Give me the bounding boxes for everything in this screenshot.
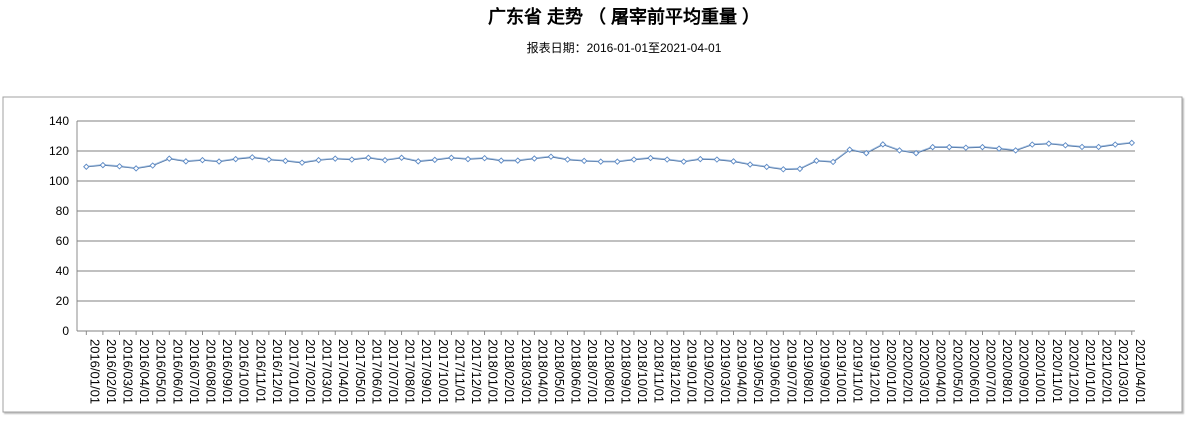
svg-text:2017/03/01: 2017/03/01 (320, 339, 335, 404)
svg-text:2017/08/01: 2017/08/01 (403, 339, 418, 404)
svg-text:2018/05/01: 2018/05/01 (552, 339, 567, 404)
svg-text:2017/09/01: 2017/09/01 (419, 339, 434, 404)
svg-text:2019/10/01: 2019/10/01 (834, 339, 849, 404)
svg-text:2019/11/01: 2019/11/01 (851, 339, 866, 403)
svg-text:2018/09/01: 2018/09/01 (618, 339, 633, 404)
svg-text:2016/05/01: 2016/05/01 (154, 339, 169, 404)
svg-text:2017/12/01: 2017/12/01 (469, 339, 484, 404)
svg-text:2016/03/01: 2016/03/01 (120, 339, 135, 404)
svg-text:2018/01/01: 2018/01/01 (486, 339, 501, 404)
svg-text:2017/02/01: 2017/02/01 (303, 339, 318, 404)
svg-text:2020/05/01: 2020/05/01 (950, 339, 965, 404)
svg-text:2020/12/01: 2020/12/01 (1066, 339, 1081, 404)
svg-text:80: 80 (56, 204, 70, 218)
svg-text:60: 60 (56, 234, 70, 248)
svg-text:2017/07/01: 2017/07/01 (386, 339, 401, 404)
svg-text:2021/02/01: 2021/02/01 (1100, 339, 1115, 404)
svg-text:2016/01/01: 2016/01/01 (87, 339, 102, 404)
svg-text:2016/12/01: 2016/12/01 (270, 339, 285, 404)
svg-text:2017/05/01: 2017/05/01 (353, 339, 368, 404)
svg-text:2021/03/01: 2021/03/01 (1116, 339, 1131, 404)
svg-text:2016/08/01: 2016/08/01 (203, 339, 218, 404)
svg-text:2020/02/01: 2020/02/01 (900, 339, 915, 404)
svg-text:2019/08/01: 2019/08/01 (801, 339, 816, 404)
svg-text:2016/10/01: 2016/10/01 (237, 339, 252, 404)
svg-text:2018/07/01: 2018/07/01 (585, 339, 600, 404)
svg-text:2019/01/01: 2019/01/01 (685, 339, 700, 404)
svg-text:2016/11/01: 2016/11/01 (253, 339, 268, 403)
svg-text:2020/04/01: 2020/04/01 (934, 339, 949, 404)
svg-text:2020/01/01: 2020/01/01 (884, 339, 899, 404)
svg-text:2019/12/01: 2019/12/01 (867, 339, 882, 404)
svg-text:20: 20 (56, 294, 70, 308)
svg-text:2018/02/01: 2018/02/01 (502, 339, 517, 404)
svg-text:2016/07/01: 2016/07/01 (187, 339, 202, 404)
svg-text:2019/05/01: 2019/05/01 (751, 339, 766, 404)
svg-text:2020/07/01: 2020/07/01 (983, 339, 998, 404)
svg-text:2020/06/01: 2020/06/01 (967, 339, 982, 404)
svg-text:2019/04/01: 2019/04/01 (735, 339, 750, 404)
svg-text:2021/04/01: 2021/04/01 (1133, 339, 1148, 404)
svg-text:2017/10/01: 2017/10/01 (436, 339, 451, 404)
svg-text:2019/09/01: 2019/09/01 (817, 339, 832, 404)
svg-text:2019/02/01: 2019/02/01 (701, 339, 716, 404)
svg-text:2021/01/01: 2021/01/01 (1083, 339, 1098, 404)
svg-text:2016/02/01: 2016/02/01 (104, 339, 119, 404)
svg-text:120: 120 (49, 144, 69, 158)
svg-text:2016/09/01: 2016/09/01 (220, 339, 235, 404)
svg-text:2017/01/01: 2017/01/01 (286, 339, 301, 404)
svg-text:2016/06/01: 2016/06/01 (170, 339, 185, 404)
svg-text:0: 0 (62, 324, 69, 338)
svg-text:40: 40 (56, 264, 70, 278)
svg-text:2020/10/01: 2020/10/01 (1033, 339, 1048, 404)
svg-text:2020/03/01: 2020/03/01 (917, 339, 932, 404)
svg-text:2020/08/01: 2020/08/01 (1000, 339, 1015, 404)
svg-text:100: 100 (49, 174, 69, 188)
svg-text:2019/06/01: 2019/06/01 (768, 339, 783, 404)
svg-text:2017/04/01: 2017/04/01 (336, 339, 351, 404)
svg-text:2018/03/01: 2018/03/01 (519, 339, 534, 404)
svg-text:2020/09/01: 2020/09/01 (1017, 339, 1032, 404)
svg-text:2017/11/01: 2017/11/01 (452, 339, 467, 403)
svg-text:2018/11/01: 2018/11/01 (652, 339, 667, 403)
svg-text:140: 140 (49, 114, 69, 128)
svg-text:2019/07/01: 2019/07/01 (784, 339, 799, 404)
svg-text:2018/06/01: 2018/06/01 (569, 339, 584, 404)
svg-text:2019/03/01: 2019/03/01 (718, 339, 733, 404)
svg-text:2018/12/01: 2018/12/01 (668, 339, 683, 404)
svg-text:2018/08/01: 2018/08/01 (602, 339, 617, 404)
svg-text:2020/11/01: 2020/11/01 (1050, 339, 1065, 403)
svg-text:2017/06/01: 2017/06/01 (369, 339, 384, 404)
svg-text:2018/10/01: 2018/10/01 (635, 339, 650, 404)
svg-text:2018/04/01: 2018/04/01 (535, 339, 550, 404)
svg-text:2016/04/01: 2016/04/01 (137, 339, 152, 404)
